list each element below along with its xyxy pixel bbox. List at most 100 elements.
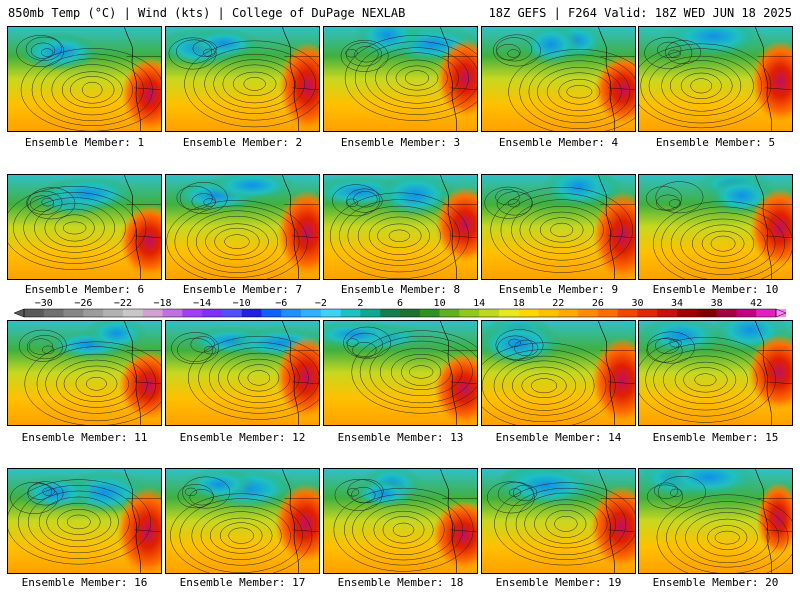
colorbar-swatch: [301, 309, 322, 317]
contour-line: [493, 355, 595, 416]
coastline: [440, 469, 457, 573]
political-border: [284, 56, 319, 90]
contour-line: [645, 343, 766, 417]
coastline: [124, 469, 141, 573]
contour-line: [10, 482, 59, 514]
temperature-colorbar: −30 −26 −22 −18 −14 −10 −6 −2 2 6 10 14 18 22 26 30 34 38…: [14, 296, 786, 320]
heat-region: [589, 485, 635, 569]
ensemble-member-label: Ensemble Member: 5: [655, 136, 776, 149]
contour-line: [658, 475, 706, 508]
ensemble-map-panel: [323, 320, 478, 426]
contour-line: [182, 476, 231, 509]
coastline: [755, 469, 772, 573]
political-border: [126, 498, 161, 532]
colorbar-swatch: [162, 309, 183, 317]
ensemble-map-panel: [7, 174, 162, 280]
contour-line: [340, 39, 389, 72]
colorbar-tick-label: −6: [275, 298, 287, 309]
contour-line: [675, 507, 780, 568]
contour-line: [23, 197, 126, 259]
contour-line: [18, 329, 67, 362]
temperature-field: [482, 321, 635, 425]
coastline: [755, 175, 772, 279]
page-title: 850mb Temp (°C) | Wind (kts) | College o…: [8, 6, 406, 20]
colorbar-tick-label: 22: [552, 298, 564, 309]
ensemble-map-panel: [165, 468, 320, 574]
contour-line: [377, 223, 422, 248]
cold-air-region: [184, 469, 255, 501]
colorbar-tick-label: −22: [114, 298, 132, 309]
contour-line: [198, 342, 319, 414]
contour-line: [362, 504, 445, 556]
colorbar-tick-label: 42: [750, 298, 762, 309]
contour-line: [531, 378, 558, 394]
contour-line: [648, 55, 754, 116]
contour-line: [31, 53, 153, 126]
heat-region: [432, 500, 477, 570]
contour-line: [365, 47, 469, 109]
colorbar-swatch: [459, 309, 480, 317]
colorbar-tick-label: 38: [711, 298, 723, 309]
ensemble-map-panel: [7, 26, 162, 132]
political-border: [126, 204, 161, 238]
ensemble-map-panel: [638, 468, 793, 574]
ensemble-member-label: Ensemble Member: 20: [652, 576, 779, 589]
ensemble-member-label: Ensemble Member: 18: [337, 576, 464, 589]
contour-line: [386, 59, 448, 97]
contour-line: [528, 60, 631, 123]
contour-line: [661, 206, 785, 279]
contour-line: [329, 192, 469, 279]
contour-line: [218, 352, 300, 403]
contour-line: [27, 490, 130, 554]
ensemble-map-panel: [7, 320, 162, 426]
political-border: [442, 56, 477, 90]
ensemble-map-panel: [323, 26, 478, 132]
contour-line: [46, 503, 112, 541]
contour-line: [640, 48, 763, 124]
contour-line: [645, 186, 682, 211]
ensemble-member-label: Ensemble Member: 7: [182, 283, 303, 296]
contour-line: [512, 366, 577, 405]
colorbar-tick-label: 2: [357, 298, 363, 309]
contour-line: [20, 48, 161, 131]
contour-line: [26, 190, 63, 215]
contour-line: [701, 230, 745, 257]
temperature-field: [166, 27, 319, 131]
contour-line: [30, 42, 56, 59]
contour-line: [696, 518, 758, 557]
cold-air-region: [186, 28, 261, 60]
contour-line: [680, 72, 722, 99]
colorbar-swatch: [617, 309, 638, 317]
cold-air-region: [207, 175, 297, 201]
contour-line: [200, 511, 282, 560]
contour-line: [188, 335, 319, 420]
contour-line: [646, 331, 695, 364]
contour-line: [707, 525, 748, 550]
contour-line: [482, 349, 607, 423]
ensemble-map-panel: [638, 320, 793, 426]
contour-line: [486, 481, 535, 514]
ensemble-map-panel: [323, 174, 478, 280]
contour-line: [176, 39, 213, 64]
heat-region: [591, 337, 635, 424]
contour-line: [17, 484, 140, 559]
colorbar-swatch: [498, 309, 520, 317]
heat-region: [594, 55, 635, 125]
contour-line: [357, 210, 441, 261]
heat-region: [433, 352, 477, 425]
temperature-field: [8, 469, 161, 573]
temperature-field: [8, 175, 161, 279]
contour-line: [184, 40, 319, 128]
colorbar-swatch: [202, 309, 223, 317]
contour-line: [646, 338, 683, 363]
contour-line: [8, 479, 151, 565]
contour-line: [390, 353, 452, 390]
temperature-field: [639, 175, 792, 279]
contour-line: [694, 373, 717, 387]
colorbar-swatch: [103, 309, 124, 317]
ensemble-member-label: Ensemble Member: 16: [21, 576, 148, 589]
contour-line: [334, 479, 383, 511]
contour-line: [28, 338, 53, 355]
contour-line: [497, 335, 534, 360]
contour-line: [191, 505, 291, 566]
